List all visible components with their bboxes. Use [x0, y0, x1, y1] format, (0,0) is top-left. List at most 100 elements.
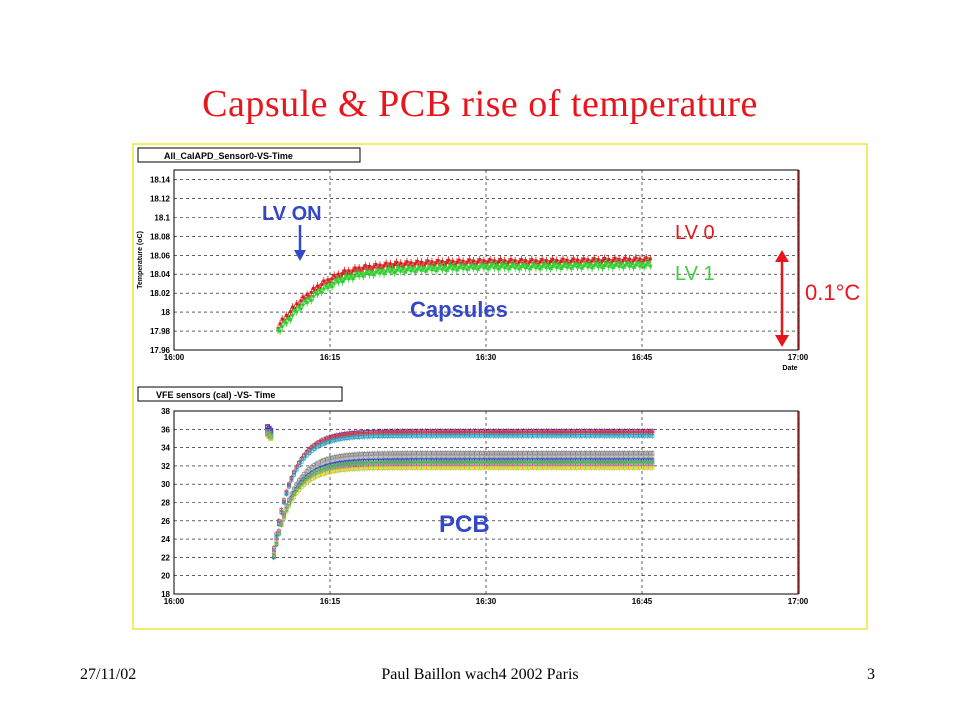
data-point — [605, 460, 609, 465]
data-point — [650, 460, 655, 465]
data-point — [440, 260, 444, 264]
data-point — [330, 277, 334, 281]
data-point — [332, 469, 337, 473]
data-point — [588, 263, 592, 267]
data-point — [370, 466, 375, 471]
data-point — [280, 317, 284, 321]
data-point — [287, 501, 291, 506]
data-point — [642, 465, 647, 470]
data-point — [467, 258, 471, 262]
data-point — [506, 433, 511, 438]
data-point — [557, 263, 561, 267]
delta-arrow-head-up — [775, 250, 789, 262]
data-point — [623, 256, 627, 260]
data-point — [491, 433, 496, 438]
data-point — [377, 460, 382, 465]
capsule-temperature-panel: All_CalAPD_Sensor0-VS-Time 17.96 17.98 18 18… — [132, 143, 868, 388]
data-point — [513, 259, 517, 263]
y-tick-label: 26 — [161, 517, 170, 526]
data-point — [347, 277, 351, 281]
data-point — [347, 269, 351, 273]
data-point — [503, 259, 507, 263]
data-point — [424, 269, 428, 273]
data-point — [293, 309, 297, 313]
data-point — [637, 433, 642, 438]
data-point — [524, 465, 529, 470]
y-tick-label: 30 — [161, 480, 170, 489]
data-point — [481, 460, 486, 465]
x-tick-label: 16:45 — [632, 597, 653, 606]
data-point — [438, 465, 443, 470]
data-point — [645, 465, 650, 470]
data-point — [332, 273, 336, 277]
data-point — [343, 269, 347, 273]
data-point — [579, 433, 584, 438]
y-tick-label: 22 — [161, 553, 170, 562]
data-point — [410, 460, 415, 465]
annotation-capsules: Capsules — [410, 297, 508, 322]
data-point — [644, 256, 648, 260]
data-point — [557, 433, 561, 438]
y-tick-label: 18.04 — [150, 270, 171, 279]
data-point — [602, 433, 607, 438]
data-point — [357, 466, 362, 471]
data-point — [291, 313, 295, 317]
data-point — [622, 433, 627, 438]
frame-title: VFE sensors (cal) -VS- Time — [156, 390, 275, 400]
data-point — [307, 297, 311, 301]
data-point — [420, 260, 424, 264]
data-point — [430, 465, 435, 470]
data-point — [471, 465, 476, 470]
data-point — [513, 266, 517, 270]
data-point — [572, 465, 577, 470]
data-point — [482, 266, 486, 270]
data-point — [458, 433, 463, 438]
data-point — [441, 433, 445, 438]
data-point — [482, 259, 486, 263]
data-point — [634, 256, 638, 260]
data-point — [380, 434, 385, 438]
y-tick-label: 28 — [161, 499, 170, 508]
data-point — [506, 460, 511, 465]
data-point — [557, 460, 561, 465]
data-point — [280, 325, 284, 329]
data-point — [330, 285, 334, 289]
data-point — [311, 294, 315, 298]
data-point — [328, 282, 332, 286]
data-point — [503, 266, 507, 270]
y-tick-label: 18.1 — [154, 213, 170, 222]
data-point — [617, 433, 622, 438]
data-point — [499, 265, 503, 269]
data-point — [571, 264, 575, 268]
data-point — [357, 274, 361, 278]
data-point — [468, 433, 473, 438]
data-point — [357, 461, 362, 466]
data-point — [383, 434, 387, 438]
data-point — [579, 465, 584, 470]
data-point — [301, 295, 305, 299]
pcb-temperature-chart: VFE sensors (cal) -VS- Time 18 20 22 24 26 28 3… — [137, 386, 809, 606]
data-point — [382, 264, 386, 268]
data-point — [319, 442, 324, 447]
data-point — [632, 465, 637, 470]
data-point — [403, 433, 407, 438]
x-tick-label: 17:00 — [788, 597, 809, 606]
data-point — [295, 302, 299, 306]
data-point — [388, 270, 392, 274]
data-point — [514, 433, 518, 438]
data-point — [311, 286, 315, 290]
data-point — [415, 465, 420, 470]
data-point — [451, 465, 455, 470]
data-point — [375, 460, 380, 465]
data-point — [640, 460, 645, 465]
data-point — [378, 263, 382, 267]
data-point — [313, 290, 317, 294]
data-point — [365, 434, 370, 439]
data-point — [456, 465, 460, 470]
data-point — [299, 481, 304, 486]
data-point — [519, 258, 523, 262]
data-point — [319, 472, 324, 477]
data-point — [542, 433, 546, 438]
data-point — [582, 465, 587, 470]
data-point — [567, 433, 571, 438]
